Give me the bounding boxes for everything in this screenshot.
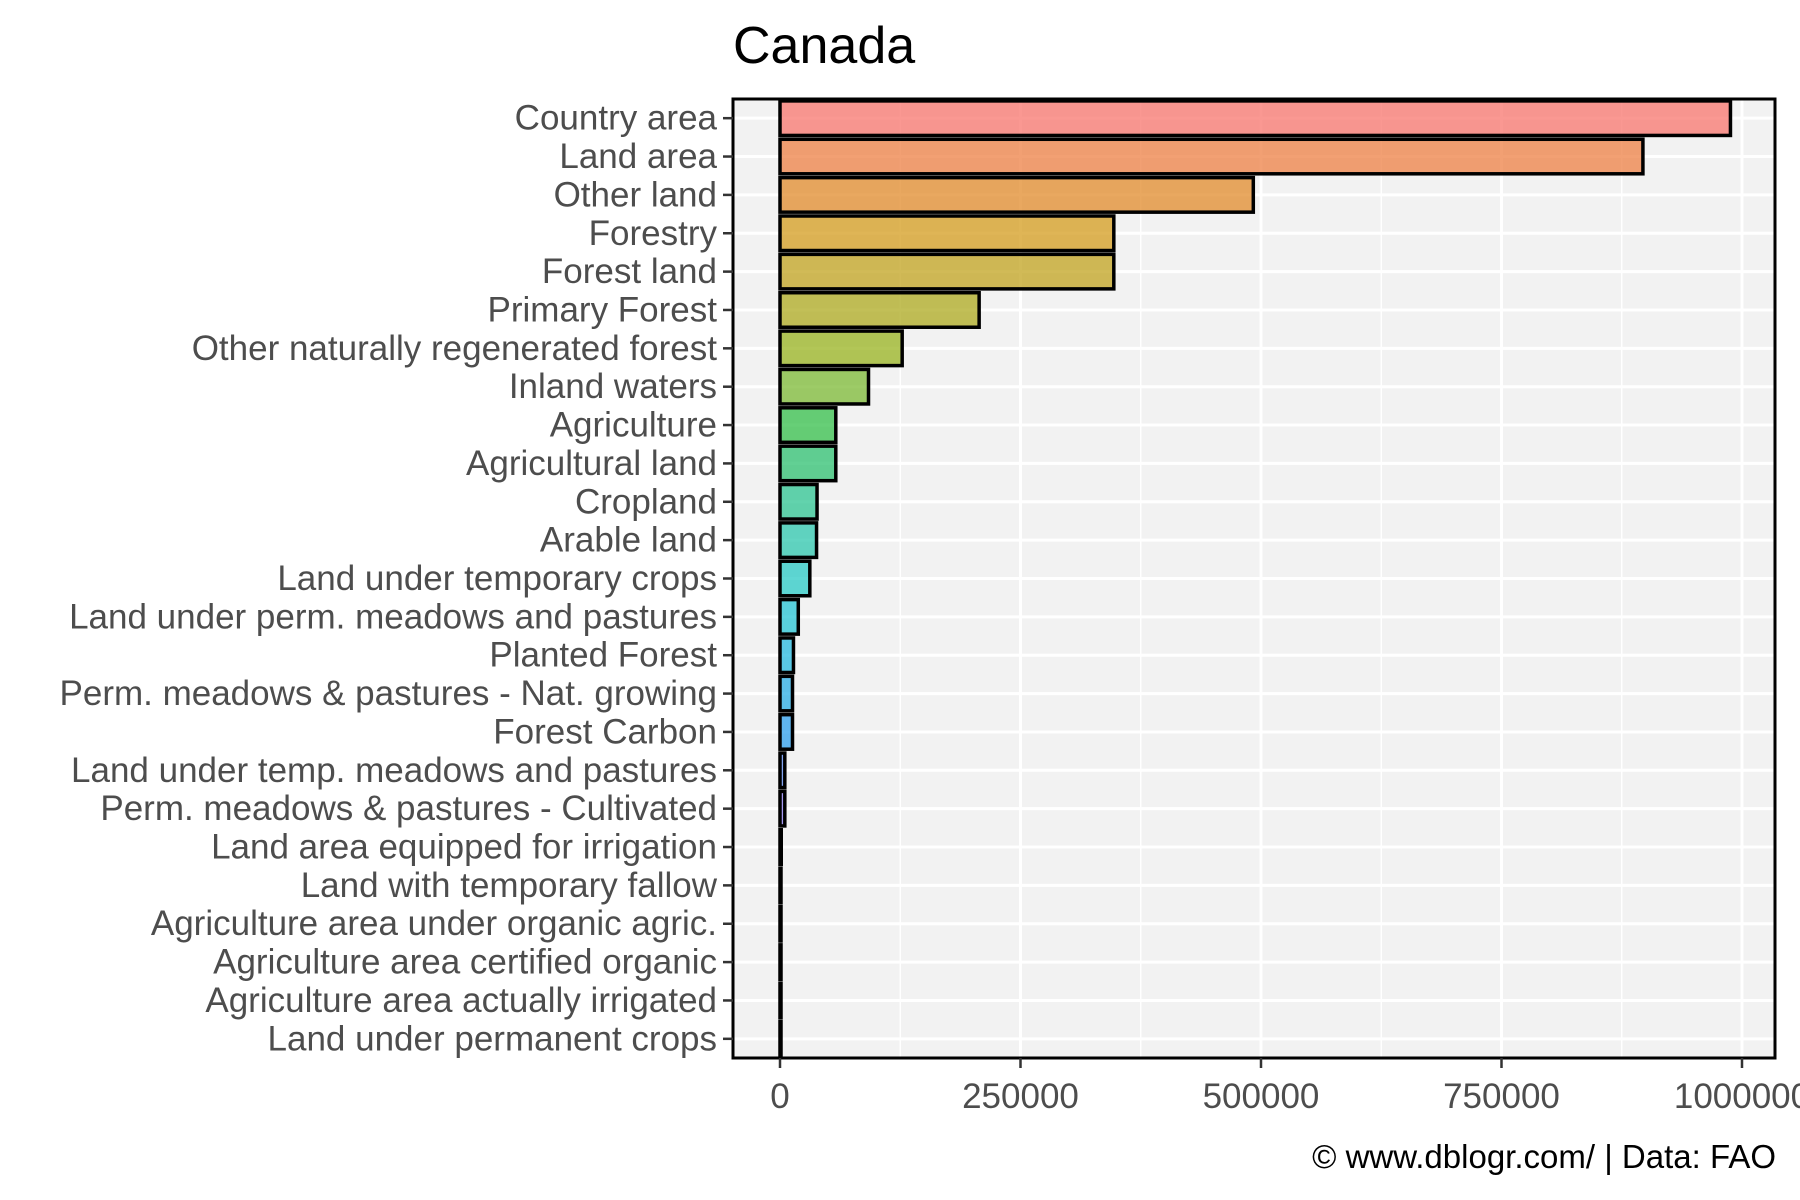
bar (778, 290, 981, 329)
bars (778, 99, 1733, 1058)
category-label: Primary Forest (488, 290, 718, 329)
bar (778, 559, 812, 598)
bar (778, 1019, 783, 1058)
bar (778, 674, 795, 713)
bar (778, 367, 871, 406)
category-label: Perm. meadows & pastures - Cultivated (100, 789, 717, 828)
bar (778, 252, 1116, 291)
bar (778, 597, 801, 636)
bar (778, 329, 904, 368)
category-label: Other naturally regenerated forest (192, 329, 718, 368)
bar (778, 444, 838, 483)
x-tick-label: 0 (770, 1077, 789, 1116)
category-label: Agriculture area certified organic (213, 943, 717, 982)
bar (778, 712, 795, 751)
bar (778, 866, 783, 905)
category-label: Cropland (575, 482, 717, 521)
bar (778, 482, 819, 521)
category-label: Arable land (540, 521, 717, 560)
category-label: Agriculture area actually irrigated (205, 981, 717, 1020)
x-axis: 0 250000 500000 750000 1000000 (770, 1058, 1800, 1116)
bar (778, 943, 783, 982)
bar (778, 406, 838, 445)
category-label: Land under temp. meadows and pastures (71, 751, 717, 790)
bar (778, 751, 787, 790)
category-label: Agriculture area under organic agric. (151, 904, 717, 943)
category-label: Forestry (589, 214, 718, 253)
bar (778, 99, 1733, 138)
chart-title: Canada (733, 17, 915, 75)
x-tick-label: 750000 (1443, 1077, 1560, 1116)
x-tick-label: 500000 (1203, 1077, 1320, 1116)
category-label: Land under permanent crops (268, 1019, 717, 1058)
category-label: Perm. meadows & pastures - Nat. growing (60, 674, 717, 713)
bar (778, 789, 787, 828)
bar (778, 137, 1645, 176)
bar (778, 214, 1116, 253)
x-tick-label: 250000 (962, 1077, 1079, 1116)
category-label: Land under temporary crops (277, 559, 717, 598)
category-label: Other land (554, 175, 717, 214)
chart-caption: © www.dblogr.com/ | Data: FAO (1312, 1138, 1776, 1175)
category-label: Inland waters (509, 367, 717, 406)
bar (778, 175, 1256, 214)
category-label: Land area (559, 137, 717, 176)
category-label: Land under perm. meadows and pastures (69, 597, 717, 636)
bar (778, 521, 819, 560)
category-label: Forest land (542, 252, 717, 291)
bar (778, 981, 783, 1020)
category-label: Agriculture (550, 406, 717, 445)
category-label: Country area (515, 99, 718, 138)
category-label: Agricultural land (466, 444, 717, 483)
x-tick-label: 1000000 (1674, 1077, 1800, 1116)
bar (778, 828, 784, 867)
category-label: Planted Forest (489, 636, 717, 675)
category-label: Forest Carbon (493, 712, 717, 751)
bar (778, 636, 796, 675)
bar (778, 904, 783, 943)
category-label: Land with temporary fallow (301, 866, 718, 905)
category-label: Land area equipped for irrigation (211, 828, 717, 867)
